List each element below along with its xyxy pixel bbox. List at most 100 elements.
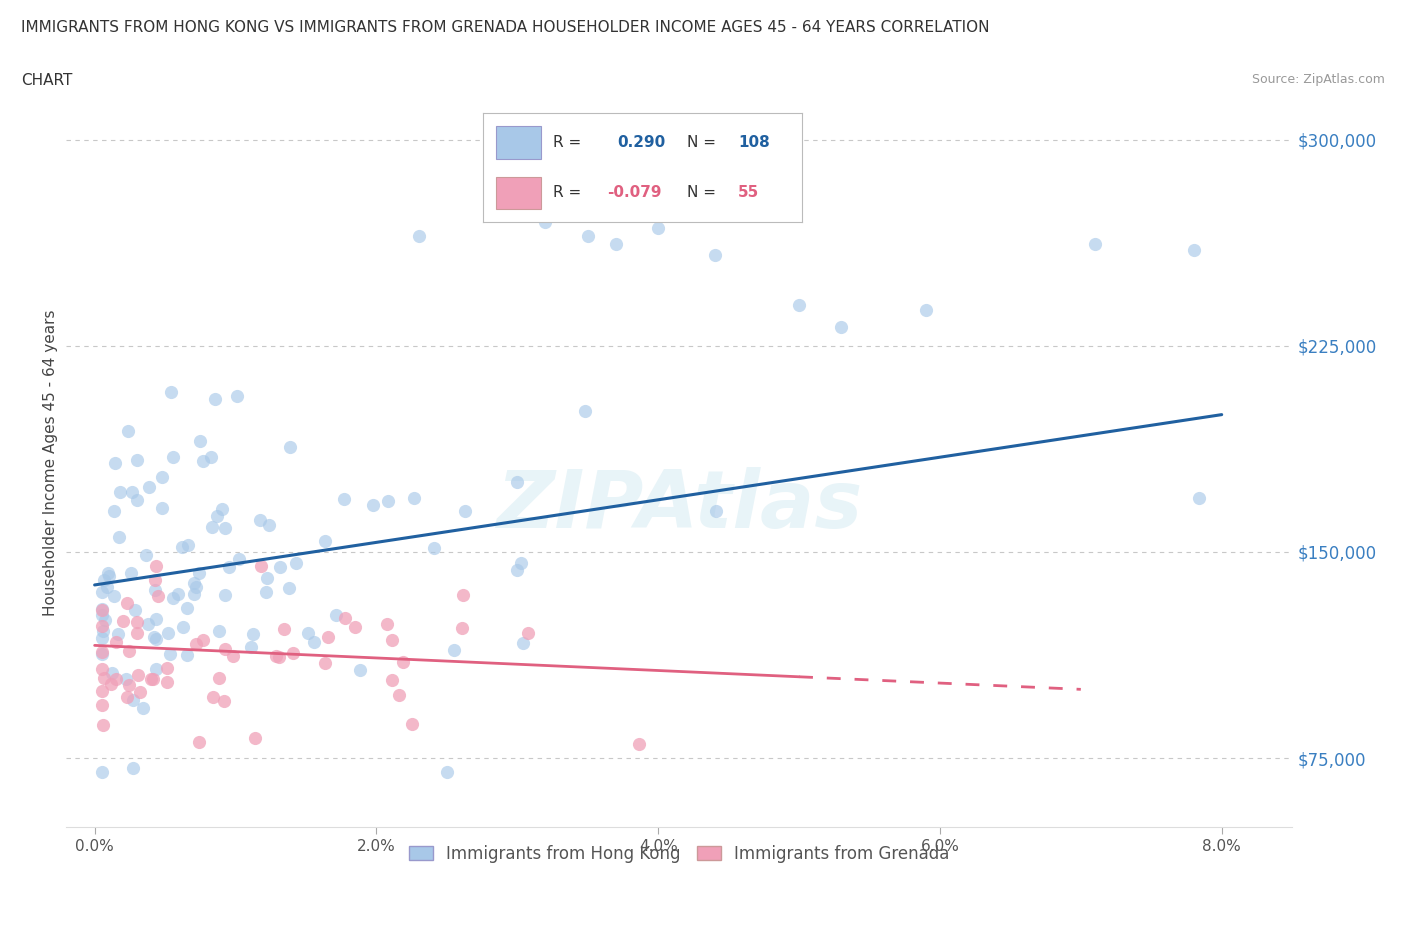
Point: [167, 587, 190, 602]
Point: [115, 690, 138, 705]
Point: [187, 735, 209, 750]
Point: [506, 475, 529, 490]
Point: [256, 571, 278, 586]
Point: [333, 610, 356, 625]
Point: [257, 517, 280, 532]
Point: [120, 565, 142, 580]
Point: [125, 453, 148, 468]
Point: [208, 671, 231, 685]
Point: [145, 632, 167, 647]
Point: [249, 512, 271, 527]
Point: [145, 612, 167, 627]
Point: [145, 559, 167, 574]
Point: [177, 538, 200, 552]
Point: [121, 693, 143, 708]
Point: [361, 498, 384, 512]
Point: [107, 529, 129, 544]
Point: [160, 384, 183, 399]
Point: [242, 627, 264, 642]
Point: [325, 608, 347, 623]
Point: [156, 660, 179, 675]
Text: IMMIGRANTS FROM HONG KONG VS IMMIGRANTS FROM GRENADA HOUSEHOLDER INCOME AGES 45 : IMMIGRANTS FROM HONG KONG VS IMMIGRANTS …: [21, 20, 990, 35]
Point: [505, 563, 527, 578]
Point: [205, 509, 228, 524]
Point: [118, 644, 141, 658]
Point: [136, 617, 159, 631]
Point: [647, 220, 669, 235]
Point: [408, 229, 430, 244]
Point: [91, 623, 114, 638]
Point: [343, 619, 366, 634]
Point: [214, 642, 236, 657]
Point: [111, 614, 134, 629]
Point: [186, 579, 208, 594]
Point: [1182, 243, 1205, 258]
Point: [124, 603, 146, 618]
Point: [90, 602, 112, 617]
Point: [453, 504, 475, 519]
Point: [245, 730, 267, 745]
Point: [316, 630, 339, 644]
Point: [104, 456, 127, 471]
Point: [254, 585, 277, 600]
Point: [423, 540, 446, 555]
Point: [375, 617, 398, 631]
Point: [273, 621, 295, 636]
Point: [184, 637, 207, 652]
Point: [443, 643, 465, 658]
Point: [250, 558, 273, 573]
Point: [176, 600, 198, 615]
Point: [278, 580, 301, 595]
Point: [143, 582, 166, 597]
Point: [135, 548, 157, 563]
Point: [138, 480, 160, 495]
Point: [183, 587, 205, 602]
Point: [159, 647, 181, 662]
Point: [200, 450, 222, 465]
Point: [1188, 490, 1211, 505]
Point: [226, 389, 249, 404]
Point: [190, 433, 212, 448]
Point: [90, 684, 112, 698]
Point: [103, 504, 125, 519]
Text: ZIPAtlas: ZIPAtlas: [496, 468, 862, 545]
Point: [139, 672, 162, 687]
Point: [333, 491, 356, 506]
Point: [90, 603, 112, 618]
Point: [90, 698, 112, 713]
Point: [105, 634, 128, 649]
Point: [392, 655, 415, 670]
Point: [314, 656, 336, 671]
Point: [278, 439, 301, 454]
Point: [93, 671, 115, 685]
Point: [117, 424, 139, 439]
Point: [90, 585, 112, 600]
Point: [90, 631, 112, 645]
Point: [1084, 237, 1107, 252]
Point: [214, 588, 236, 603]
Point: [150, 500, 173, 515]
Point: [830, 319, 852, 334]
Point: [110, 485, 132, 499]
Point: [211, 501, 233, 516]
Point: [90, 764, 112, 779]
Point: [142, 630, 165, 644]
Point: [510, 555, 533, 570]
Point: [121, 761, 143, 776]
Point: [90, 646, 112, 661]
Point: [176, 647, 198, 662]
Point: [269, 560, 291, 575]
Point: [264, 648, 287, 663]
Point: [704, 503, 727, 518]
Point: [91, 717, 114, 732]
Point: [436, 764, 458, 779]
Point: [172, 619, 194, 634]
Point: [388, 688, 411, 703]
Point: [146, 589, 169, 604]
Point: [628, 737, 651, 751]
Point: [143, 573, 166, 588]
Point: [90, 607, 112, 622]
Point: [101, 666, 124, 681]
Point: [114, 671, 136, 686]
Point: [201, 689, 224, 704]
